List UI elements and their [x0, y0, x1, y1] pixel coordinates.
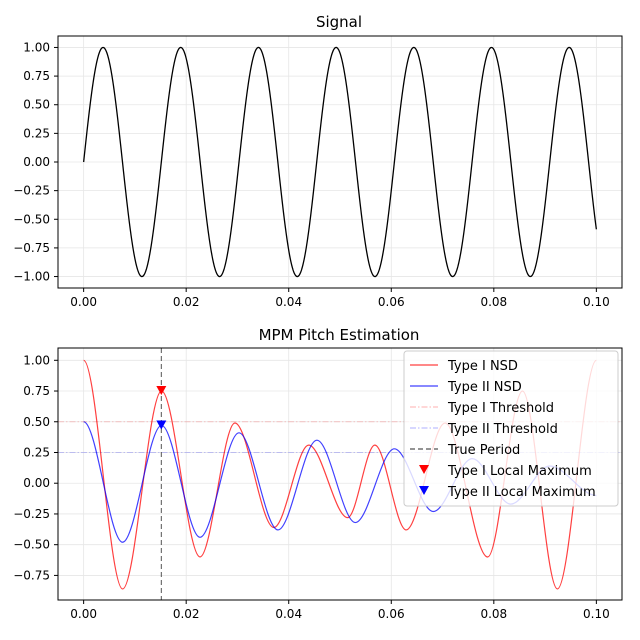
mpm-ytick-label-4: 0.25 — [23, 445, 50, 459]
mpm-legend: Type I NSD Type II NSD Type I Threshold Typ… — [403, 350, 619, 507]
signal-title: Signal — [316, 13, 362, 31]
signal-x-axis: 0.00 0.02 0.04 0.06 0.08 0.10 — [70, 288, 610, 309]
mpm-xtick-label-0: 0.00 — [70, 607, 97, 621]
signal-ytick-label-1: −0.75 — [13, 241, 50, 255]
signal-ytick-label-8: 1.00 — [23, 40, 50, 54]
mpm-x-axis: 0.00 0.02 0.04 0.06 0.08 0.10 — [70, 600, 610, 621]
type-ii-local-maximum-marker — [156, 420, 167, 430]
signal-y-axis: −1.00 −0.75 −0.50 −0.25 0.00 0.25 0.50 0.75 1.00 — [13, 40, 58, 284]
signal-grid — [58, 36, 622, 288]
mpm-xtick-label-4: 0.08 — [480, 607, 507, 621]
legend-frame — [403, 350, 619, 507]
signal-panel: Signal 0.00 0.02 0.04 0.06 0.08 0.10 −1.00 −0.… — [13, 13, 623, 309]
signal-series — [82, 46, 598, 278]
signal-ytick-label-2: −0.50 — [13, 212, 50, 226]
signal-xtick-label-0: 0.00 — [70, 295, 97, 309]
legend-label-type-ii-nsd: Type II NSD — [447, 380, 522, 395]
mpm-title: MPM Pitch Estimation — [259, 326, 420, 344]
mpm-xtick-label-3: 0.06 — [378, 607, 405, 621]
mpm-ytick-label-6: 0.75 — [23, 384, 50, 398]
legend-label-type-i-local-maximum: Type I Local Maximum — [447, 464, 592, 479]
signal-plot-area — [82, 46, 598, 278]
mpm-ytick-label-0: −0.75 — [13, 568, 50, 582]
legend-label-true-period: True Period — [447, 443, 520, 458]
signal-ytick-label-7: 0.75 — [23, 69, 50, 83]
legend-label-type-ii-local-maximum: Type II Local Maximum — [447, 485, 596, 500]
mpm-ytick-label-3: 0.00 — [23, 476, 50, 490]
mpm-y-axis: −0.75 −0.50 −0.25 0.00 0.25 0.50 0.75 1.00 — [13, 353, 58, 582]
signal-xtick-label-2: 0.04 — [275, 295, 302, 309]
mpm-panel: MPM Pitch Estimation 0.00 0.02 0.04 0.06 0.0… — [13, 326, 623, 621]
signal-ytick-label-3: −0.25 — [13, 184, 50, 198]
legend-label-type-i-threshold: Type I Threshold — [447, 401, 554, 416]
legend-swatch-type-ii-local-maximum — [419, 486, 429, 495]
mpm-xtick-label-5: 0.10 — [583, 607, 610, 621]
signal-xtick-label-1: 0.02 — [173, 295, 200, 309]
signal-ytick-label-4: 0.00 — [23, 155, 50, 169]
signal-ytick-label-6: 0.50 — [23, 98, 50, 112]
mpm-ytick-label-7: 1.00 — [23, 353, 50, 367]
legend-swatch-type-i-local-maximum — [419, 465, 429, 474]
type-i-local-maximum-marker — [156, 386, 167, 396]
mpm-axes-frame — [57, 347, 623, 601]
signal-xtick-label-4: 0.08 — [480, 295, 507, 309]
mpm-xtick-label-1: 0.02 — [173, 607, 200, 621]
signal-line-signal — [82, 46, 598, 278]
legend-label-type-ii-threshold: Type II Threshold — [447, 422, 558, 437]
mpm-xtick-label-2: 0.04 — [275, 607, 302, 621]
signal-xtick-label-5: 0.10 — [583, 295, 610, 309]
signal-xtick-label-3: 0.06 — [378, 295, 405, 309]
mpm-ytick-label-5: 0.50 — [23, 415, 50, 429]
mpm-ytick-label-1: −0.50 — [13, 538, 50, 552]
signal-ytick-label-5: 0.25 — [23, 126, 50, 140]
legend-label-type-i-nsd: Type I NSD — [447, 359, 518, 374]
signal-ytick-label-0: −1.00 — [13, 270, 50, 284]
mpm-ytick-label-2: −0.25 — [13, 507, 50, 521]
